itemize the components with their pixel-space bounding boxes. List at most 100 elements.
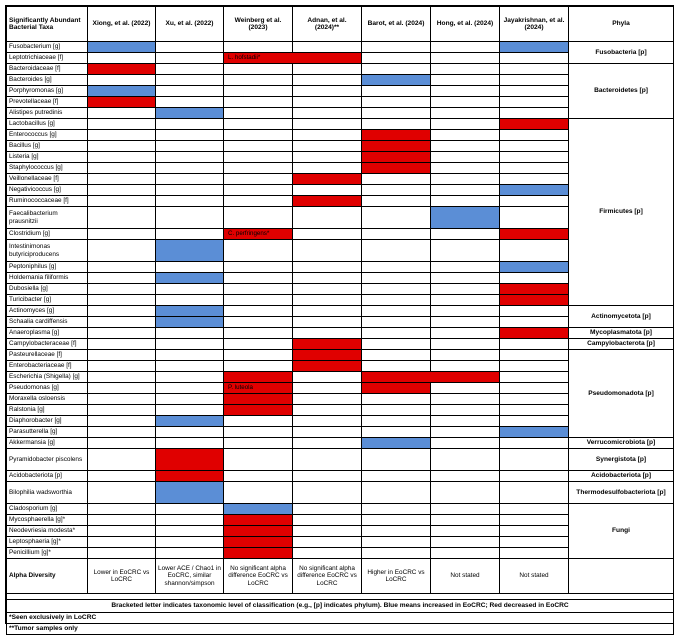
phylum-label: Firmicutes [p] [568, 118, 674, 306]
cell-decreased [361, 162, 431, 174]
table-row: Enterobacteriaceae [f] [6, 360, 674, 372]
species-note: L. hofstadii* [228, 54, 261, 62]
footnote-tumor: **Tumor samples only [6, 623, 674, 635]
taxon-name: Enterobacteriaceae [f] [6, 360, 88, 372]
cell-increased [155, 272, 224, 284]
alpha-value: Not stated [499, 558, 569, 594]
cell-decreased [499, 294, 569, 306]
cell-decreased [361, 151, 431, 163]
species-note: C. perfringens* [228, 230, 270, 238]
taxon-name: Cladosporium [g] [6, 503, 88, 515]
phylum-label: Mycoplasmatota [p] [568, 327, 674, 339]
table-row: Turicibacter [g] [6, 294, 674, 306]
header-row: Significantly Abundant Bacterial Taxa Xi… [6, 6, 674, 42]
cell-increased [155, 305, 224, 317]
footnote-row: *Seen exclusively in LoCRC [6, 612, 674, 624]
table-row: Moraxella osloensis [6, 393, 674, 405]
table-row: Holdemania filiformis [6, 272, 674, 284]
cell-decreased [223, 536, 293, 548]
alpha-value: Lower in EoCRC vs LoCRC [87, 558, 156, 594]
table-row: Pyramidobacter piscolens Synergistota [p] [6, 448, 674, 471]
taxon-name: Ruminococcaceae [f] [6, 195, 88, 207]
cell-decreased [499, 118, 569, 130]
taxon-name: Acidobacteriota [p] [6, 470, 88, 482]
table-row: Acidobacteriota [p] Acidobacteriota [p] [6, 470, 674, 482]
table-row: Diaphorobacter [g] [6, 415, 674, 427]
taxon-name: Ralstonia [g] [6, 404, 88, 416]
alpha-diversity-row: Alpha Diversity Lower in EoCRC vs LoCRC … [6, 558, 674, 594]
cell-decreased: P. luteola [223, 382, 293, 394]
species-note: P. luteola [228, 384, 253, 392]
cell-decreased [361, 129, 431, 141]
taxon-name: Enterococcus [g] [6, 129, 88, 141]
table-row: Leptosphaeria [g]* [6, 536, 674, 548]
table-row: Faecalibacterium prausnitzii [6, 206, 674, 229]
table-row: Veillonellaceae [f] [6, 173, 674, 185]
phylum-label: Fusobacteria [p] [568, 41, 674, 64]
phylum-label: Campylobacterota [p] [568, 338, 674, 350]
phylum-label: Thermodesulfobacteriota [p] [568, 481, 674, 504]
cell-decreased [87, 96, 156, 108]
taxon-name: Actinomyces [g] [6, 305, 88, 317]
cell-decreased [361, 140, 431, 152]
cell-increased [361, 74, 431, 86]
header-study: Barot, et al. (2024) [361, 6, 431, 42]
table-row: Cladosporium [g] Fungi [6, 503, 674, 559]
cell-increased [223, 503, 293, 515]
table-row: Fusobacterium [g] Fusobacteria [p] [6, 41, 674, 64]
cell-increased [499, 261, 569, 273]
cell-decreased [361, 371, 500, 383]
cell-decreased [223, 393, 293, 405]
cell-decreased [223, 371, 293, 383]
phylum-label: Fungi [568, 503, 674, 559]
cell-decreased [292, 338, 362, 350]
cell-decreased [292, 349, 362, 361]
taxon-name: Diaphorobacter [g] [6, 415, 88, 427]
cell-decreased [87, 63, 156, 75]
cell-increased [155, 415, 224, 427]
cell-decreased [499, 283, 569, 295]
cell-increased [155, 316, 224, 328]
taxa-table: Significantly Abundant Bacterial Taxa Xi… [6, 6, 674, 635]
cell-increased [499, 184, 569, 196]
header-study: Hong, et al. (2024) [430, 6, 500, 42]
taxon-name: Moraxella osloensis [6, 393, 88, 405]
phylum-label: Acidobacteriota [p] [568, 470, 674, 482]
taxon-name: Fusobacterium [g] [6, 41, 88, 53]
table-row: Parasutterella [g] [6, 426, 674, 438]
cell-increased [499, 41, 569, 53]
phylum-label: Synergistota [p] [568, 448, 674, 471]
cell-decreased [499, 327, 569, 339]
cell-increased [155, 239, 224, 262]
taxon-name: Holdemania filiformis [6, 272, 88, 284]
table-row: Neodevriesia modesta* [6, 525, 674, 537]
taxon-name: Penicillium [g]* [6, 547, 88, 559]
footnote-lo-crc: *Seen exclusively in LoCRC [6, 612, 674, 624]
taxon-name: Leptotrichiaceae [f] [6, 52, 88, 64]
taxon-name: Turicibacter [g] [6, 294, 88, 306]
cell-decreased [155, 470, 224, 482]
table-row: Campylobacteraceae [f] Campylobacterota [… [6, 338, 674, 350]
taxon-name: Clostridium [g] [6, 228, 88, 240]
table-row: Bacteroidaceae [f] Bacteroidetes [p] [6, 63, 674, 119]
cell-increased [499, 426, 569, 438]
cell-decreased [223, 547, 293, 559]
table-row: Pasteurellaceae [f] Pseudomonadota [p] [6, 349, 674, 438]
header-study: Weinberg et al. (2023) [223, 6, 293, 42]
header-study: Xu, et al. (2022) [155, 6, 224, 42]
taxon-name: Bacillus [g] [6, 140, 88, 152]
table-row: Prevotellaceae [f] [6, 96, 674, 108]
abundance-table-figure: Significantly Abundant Bacterial Taxa Xi… [5, 5, 674, 635]
table-row: Clostridium [g] C. perfringens* [6, 228, 674, 240]
taxon-name: Bilophilia wadsworthia [6, 481, 88, 504]
footnote-row: **Tumor samples only [6, 623, 674, 635]
alpha-value: Higher in EoCRC vs LoCRC [361, 558, 431, 594]
taxon-name: Prevotellaceae [f] [6, 96, 88, 108]
cell-decreased [155, 448, 224, 471]
cell-decreased [292, 195, 362, 207]
cell-decreased: L. hofstadii* [223, 52, 362, 64]
taxon-name: Alistipes putredinis [6, 107, 88, 119]
table-row: Akkermansia [g] Verrucomicrobiota [p] [6, 437, 674, 449]
alpha-diversity-label: Alpha Diversity [6, 558, 88, 594]
taxon-name: Listeria [g] [6, 151, 88, 163]
